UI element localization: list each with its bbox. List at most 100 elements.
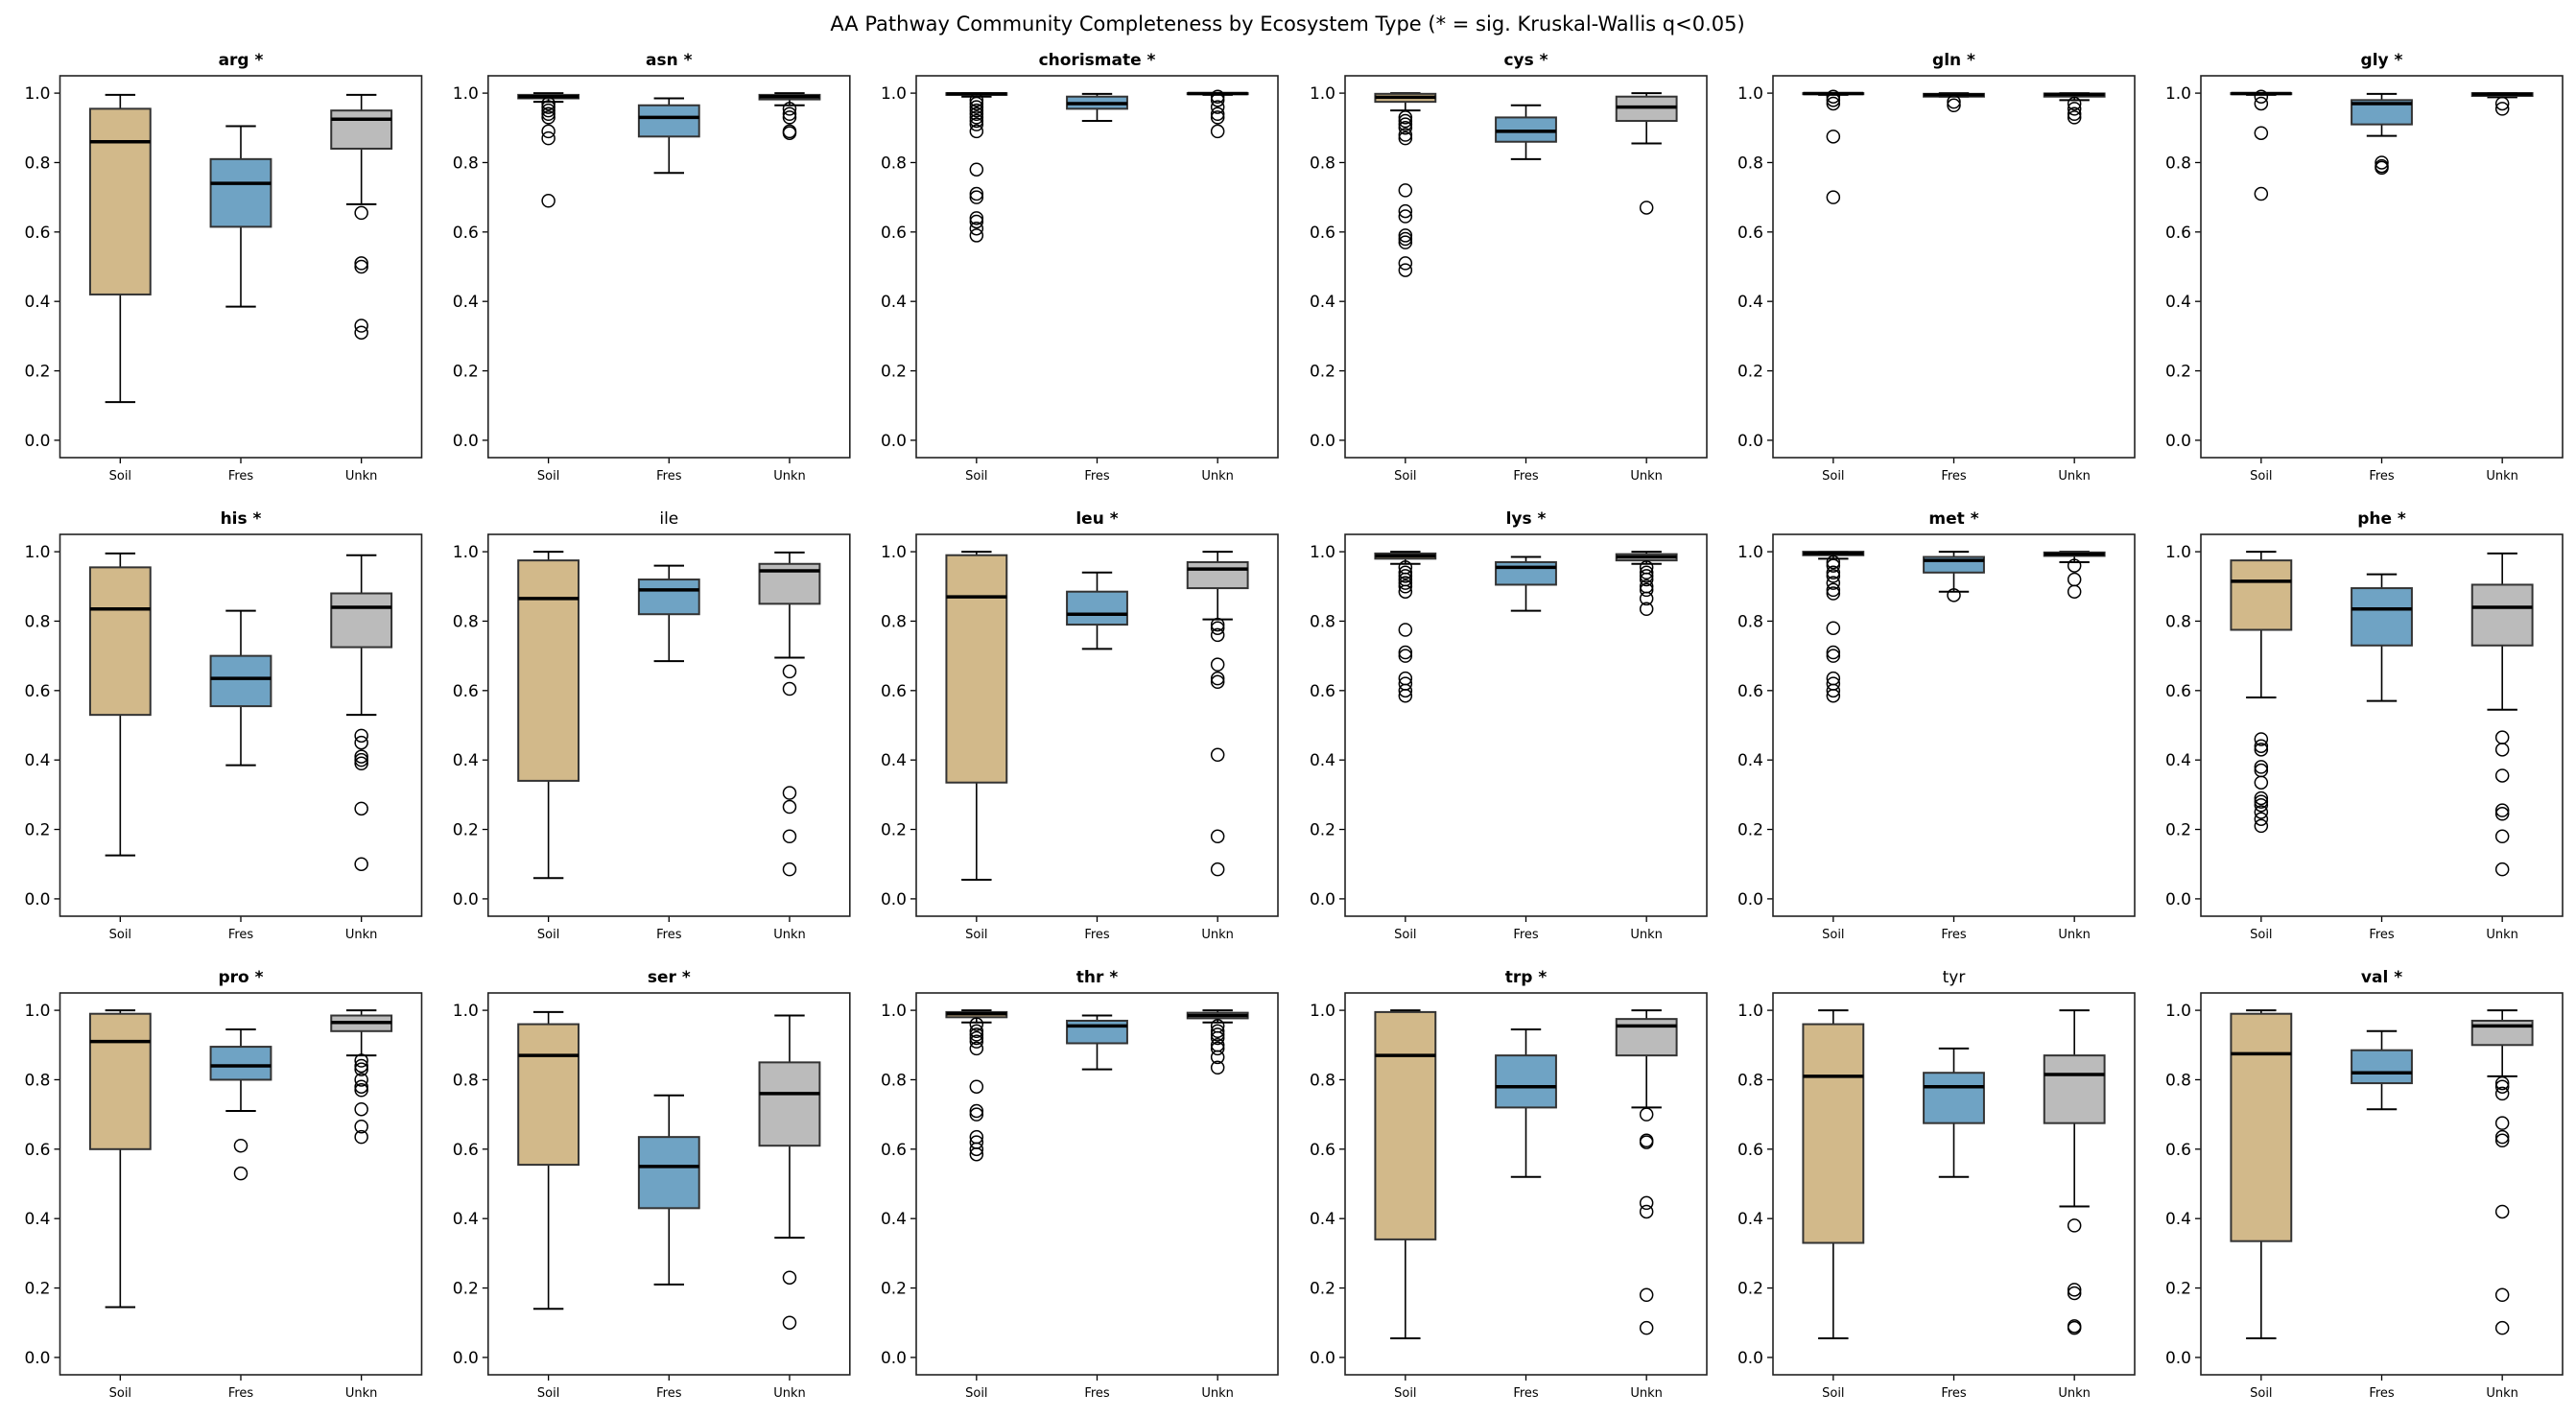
outlier-point (2254, 760, 2269, 774)
y-tick-label: 1.0 (1310, 1002, 1335, 1021)
outlier-point (1398, 263, 1413, 277)
outlier-point (1826, 569, 1841, 583)
box-soil (2230, 89, 2293, 201)
box-unkn (1615, 92, 1678, 215)
box-fres (637, 1094, 700, 1286)
y-tick-label: 0.6 (1310, 224, 1335, 243)
axes-frame (59, 992, 423, 1376)
panel-tyr: tyr 0.0 0.2 0.4 0.6 0.8 1.0 Soil Fres Unkn (1737, 968, 2136, 1401)
outlier-point (782, 786, 797, 800)
y-tick-label: 0.0 (2165, 432, 2191, 451)
outlier-point (541, 96, 555, 111)
y-tick-label: 1.0 (1737, 1002, 1763, 1021)
outlier-point (1398, 209, 1413, 224)
outlier-point (2067, 110, 2082, 125)
x-tick-label: Fres (2369, 469, 2395, 484)
y-tick-label: 1.0 (1310, 84, 1335, 104)
outlier-point (354, 205, 368, 221)
y-tick-label: 0.6 (453, 224, 479, 243)
y-tick-label: 0.6 (1310, 1141, 1335, 1160)
box-unkn (758, 92, 821, 140)
outlier-point (1826, 190, 1841, 204)
outlier-point (969, 93, 984, 107)
box-iqr (517, 559, 580, 782)
outlier-point (1639, 591, 1654, 606)
outlier-point (354, 752, 368, 768)
y-tick-label: 0.6 (2165, 224, 2191, 243)
x-tick-label: Soil (537, 928, 559, 942)
y-tick-label: 1.0 (453, 84, 479, 104)
axes-frame (486, 992, 851, 1376)
outlier-point (1826, 586, 1841, 601)
outlier-point (1826, 565, 1841, 580)
y-tick-label: 0.4 (1310, 1210, 1335, 1229)
box-soil (2230, 1009, 2293, 1340)
panel-gln: gln * 0.0 0.2 0.4 0.6 0.8 1.0 Soil Fres Unkn (1737, 51, 2136, 484)
y-tick-label: 0.4 (24, 293, 50, 312)
box-unkn (1615, 1009, 1678, 1335)
y-tick-label: 1.0 (1310, 543, 1335, 562)
outlier-point (1639, 582, 1654, 598)
outlier-point (2067, 1218, 2082, 1233)
box-iqr (1615, 95, 1678, 123)
y-tick-label: 0.8 (1310, 1071, 1335, 1090)
outlier-point (2254, 732, 2269, 746)
x-tick-label: Fres (1513, 928, 1539, 942)
outlier-point (541, 110, 555, 125)
outlier-point (354, 256, 368, 271)
outlier-point (969, 1034, 984, 1049)
box-fres (1923, 92, 1985, 113)
y-tick-label: 0.2 (2165, 821, 2191, 840)
y-tick-label: 0.4 (24, 1210, 50, 1229)
outlier-point (1398, 256, 1413, 271)
outlier-point (354, 1053, 368, 1068)
axes-frame (59, 75, 423, 459)
outlier-point (2254, 186, 2269, 201)
outlier-point (1398, 203, 1413, 219)
y-tick-label: 1.0 (881, 84, 907, 104)
panel-title: phe * (2357, 509, 2406, 529)
outlier-point (2067, 1286, 2082, 1301)
outlier-point (2067, 558, 2082, 573)
box-fres (1923, 551, 1985, 602)
outlier-point (1398, 579, 1413, 594)
outlier-point (1639, 1107, 1654, 1122)
x-tick-label: Fres (2369, 1386, 2395, 1401)
outlier-point (2254, 794, 2269, 809)
y-tick-label: 0.2 (1737, 1280, 1763, 1299)
axes-frame (1344, 992, 1708, 1376)
axes-frame (1772, 533, 2136, 917)
panel-title: arg * (219, 51, 264, 70)
y-tick-label: 0.8 (24, 612, 50, 631)
outlier-point (2494, 1075, 2510, 1091)
y-tick-label: 0.0 (1737, 890, 1763, 909)
y-tick-label: 0.8 (881, 1071, 907, 1090)
box-iqr (637, 104, 700, 138)
x-tick-label: Fres (1941, 1386, 1967, 1401)
panel-title: leu * (1075, 509, 1118, 529)
outlier-point (354, 1101, 368, 1117)
box-soil (517, 92, 580, 208)
box-iqr (1495, 116, 1557, 143)
y-tick-label: 0.8 (2165, 1071, 2191, 1090)
y-tick-label: 0.2 (453, 1280, 479, 1299)
box-fres (1495, 555, 1557, 612)
box-unkn (1186, 89, 1249, 139)
y-tick-label: 0.0 (1310, 1349, 1335, 1368)
y-tick-label: 0.8 (1737, 1071, 1763, 1090)
y-tick-label: 0.4 (24, 751, 50, 770)
y-tick-label: 0.4 (881, 751, 907, 770)
x-tick-label: Fres (2369, 928, 2395, 942)
outlier-point (1210, 674, 1225, 690)
y-tick-label: 0.2 (1310, 821, 1335, 840)
outlier-point (1398, 584, 1413, 599)
y-tick-label: 0.2 (2165, 363, 2191, 382)
outlier-point (1210, 621, 1225, 635)
outlier-point (2494, 807, 2510, 821)
outlier-point (782, 829, 797, 844)
box-soil (1802, 551, 1865, 703)
y-tick-label: 0.0 (453, 432, 479, 451)
outlier-point (969, 1030, 984, 1046)
box-fres (1495, 1027, 1557, 1178)
axes-frame (1344, 75, 1708, 459)
